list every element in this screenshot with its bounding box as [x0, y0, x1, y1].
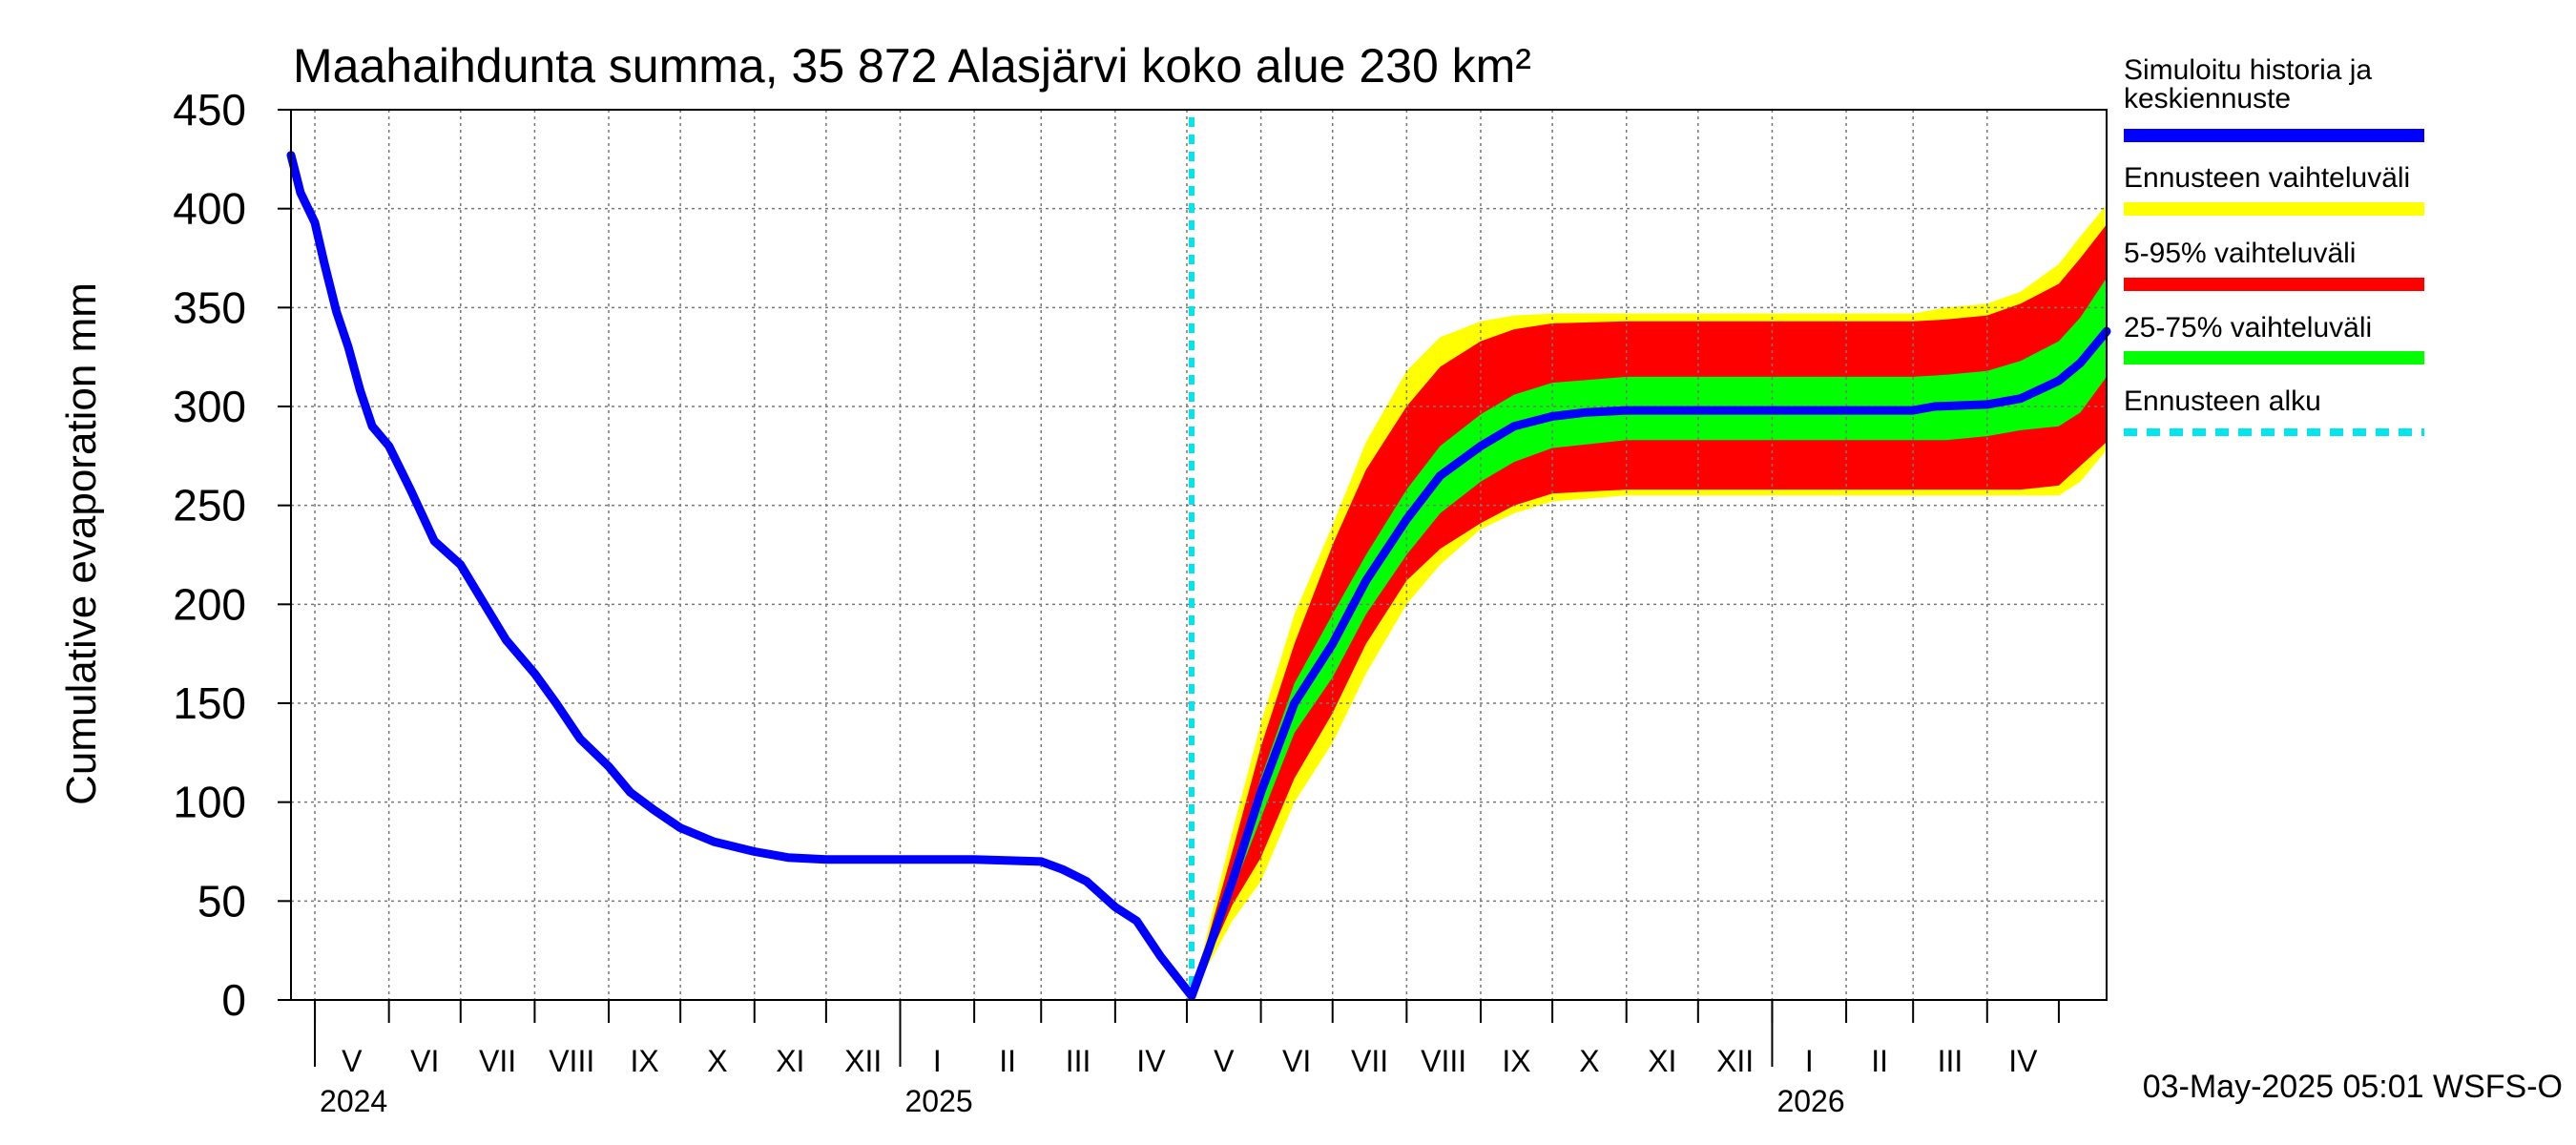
- x-tick-label: V: [1214, 1044, 1235, 1078]
- x-tick-label: VI: [410, 1044, 439, 1078]
- x-tick-label: XII: [844, 1044, 882, 1078]
- timestamp: 03-May-2025 05:01 WSFS-O: [2143, 1069, 2563, 1105]
- legend-label: keskiennuste: [2124, 83, 2291, 114]
- x-tick-label: IV: [1136, 1044, 1166, 1078]
- y-tick-label: 200: [173, 579, 246, 629]
- x-tick-label: VII: [479, 1044, 516, 1078]
- band-2: [1192, 224, 2107, 996]
- plot-frame: [290, 109, 2108, 1001]
- x-tick-label: VI: [1282, 1044, 1311, 1078]
- x-tick-label: IX: [1502, 1044, 1530, 1078]
- y-tick-label: 350: [173, 282, 246, 332]
- x-tick-label: XI: [776, 1044, 804, 1078]
- y-tick-label: 450: [173, 85, 246, 135]
- y-tick-label: 150: [173, 678, 246, 728]
- legend-item-2: Ennusteen vaihteluväli: [2124, 162, 2424, 216]
- legend-item-3: 5-95% vaihteluväli: [2124, 238, 2424, 291]
- x-tick-label: XII: [1716, 1044, 1754, 1078]
- x-axis: V VI VII VIII IX X XI XII I II III IV V VI VII VIII IX X X…: [314, 1000, 2060, 1118]
- y-tick-label: 300: [173, 382, 246, 431]
- legend-label: 25-75% vaihteluväli: [2124, 312, 2372, 344]
- y-tick-label: 400: [173, 184, 246, 234]
- year-label: 2026: [1776, 1084, 1844, 1118]
- y-axis: 0 50 100 150 200 250 300 350 400 450: [173, 85, 291, 1025]
- legend-label: 5-95% vaihteluväli: [2124, 238, 2356, 269]
- x-tick-label: III: [1066, 1044, 1091, 1078]
- x-tick-label: I: [933, 1044, 942, 1078]
- y-tick-label: 100: [173, 778, 246, 827]
- median-line: [286, 151, 2111, 1001]
- x-tick-label: VIII: [549, 1044, 594, 1078]
- year-label: 2025: [905, 1084, 973, 1118]
- legend-label: Simuloitu historia ja: [2124, 54, 2372, 86]
- y-tick-label: 0: [221, 975, 246, 1025]
- chart-title: Maahaihdunta summa, 35 872 Alasjärvi kok…: [293, 39, 1531, 93]
- x-tick-label: IV: [2008, 1044, 2038, 1078]
- band-3: [1192, 278, 2107, 996]
- x-tick-label: IX: [630, 1044, 658, 1078]
- x-tick-label: III: [1938, 1044, 1963, 1078]
- x-tick-label: XI: [1648, 1044, 1676, 1078]
- x-tick-label: VII: [1351, 1044, 1388, 1078]
- y-axis-label: Cumulative evaporation mm: [58, 282, 105, 805]
- legend-label: Ennusteen vaihteluväli: [2124, 162, 2410, 194]
- legend-item-4: 25-75% vaihteluväli: [2124, 312, 2424, 364]
- legend-item-5: Ennusteen alku: [2124, 385, 2424, 436]
- y-tick-label: 50: [197, 876, 246, 926]
- x-tick-label: X: [1579, 1044, 1599, 1078]
- x-tick-label: VIII: [1421, 1044, 1466, 1078]
- year-label: 2024: [320, 1084, 387, 1118]
- series-lines: [286, 117, 2111, 1001]
- forecast-bands: [1192, 204, 2107, 996]
- y-tick-label: 250: [173, 481, 246, 531]
- x-tick-label: I: [1805, 1044, 1814, 1078]
- x-tick-label: II: [999, 1044, 1016, 1078]
- legend-label: Ennusteen alku: [2124, 385, 2321, 417]
- x-tick-label: X: [707, 1044, 727, 1078]
- x-tick-label: II: [1871, 1044, 1888, 1078]
- x-tick-label: V: [342, 1044, 363, 1078]
- grid: [291, 110, 2107, 1000]
